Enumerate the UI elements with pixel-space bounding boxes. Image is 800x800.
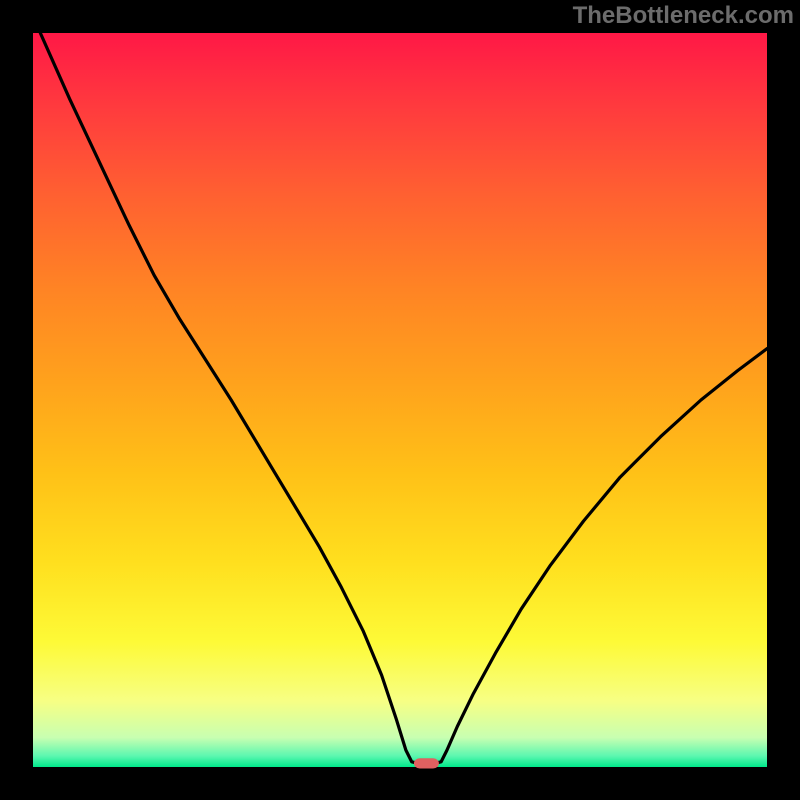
optimal-marker xyxy=(414,758,439,768)
plot-background xyxy=(33,33,767,767)
bottleneck-chart xyxy=(0,0,800,800)
watermark-text: TheBottleneck.com xyxy=(573,2,794,30)
